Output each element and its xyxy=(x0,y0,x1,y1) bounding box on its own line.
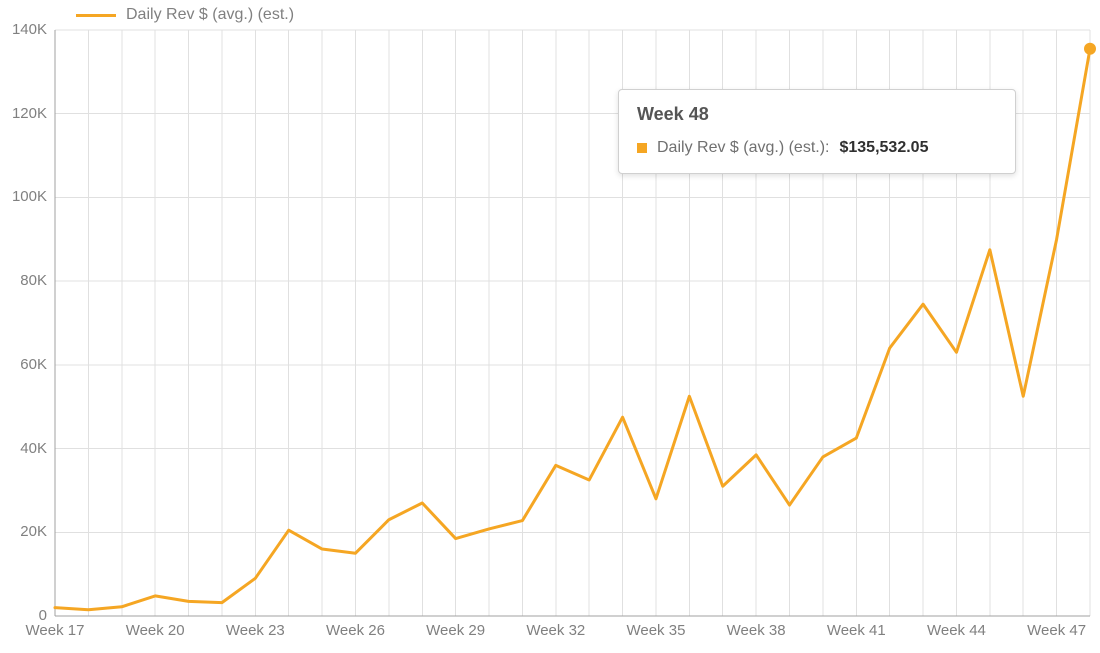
x-tick-label: Week 44 xyxy=(927,622,986,639)
tooltip-series-label: Daily Rev $ (avg.) (est.): xyxy=(657,139,829,157)
y-tick-label: 80K xyxy=(20,272,47,289)
marker-group xyxy=(1084,43,1096,55)
y-tick-label: 140K xyxy=(12,21,47,38)
legend-swatch xyxy=(76,14,116,17)
series-marker-icon xyxy=(1084,43,1096,55)
x-tick-label: Week 35 xyxy=(626,622,685,639)
x-tick-label: Week 32 xyxy=(526,622,585,639)
y-tick-label: 20K xyxy=(20,523,47,540)
legend-label: Daily Rev $ (avg.) (est.) xyxy=(126,6,294,24)
x-tick-label: Week 41 xyxy=(827,622,886,639)
x-tick-label: Week 20 xyxy=(126,622,185,639)
x-tick-label: Week 17 xyxy=(26,622,85,639)
x-tick-label: Week 26 xyxy=(326,622,385,639)
y-tick-label: 40K xyxy=(20,440,47,457)
tooltip-marker-icon xyxy=(637,143,647,153)
x-tick-label: Week 47 xyxy=(1027,622,1086,639)
y-tick-label: 120K xyxy=(12,105,47,122)
x-tick-label: Week 29 xyxy=(426,622,485,639)
chart-container: Daily Rev $ (avg.) (est.) 020K40K60K80K1… xyxy=(0,0,1100,653)
x-tick-label: Week 23 xyxy=(226,622,285,639)
x-tick-label: Week 38 xyxy=(727,622,786,639)
tooltip: Week 48 Daily Rev $ (avg.) (est.): $135,… xyxy=(618,89,1016,174)
tooltip-value: $135,532.05 xyxy=(839,139,928,157)
tooltip-title: Week 48 xyxy=(637,104,997,125)
y-tick-label: 60K xyxy=(20,356,47,373)
legend: Daily Rev $ (avg.) (est.) xyxy=(76,6,294,24)
y-tick-label: 100K xyxy=(12,188,47,205)
tooltip-row: Daily Rev $ (avg.) (est.): $135,532.05 xyxy=(637,139,997,157)
